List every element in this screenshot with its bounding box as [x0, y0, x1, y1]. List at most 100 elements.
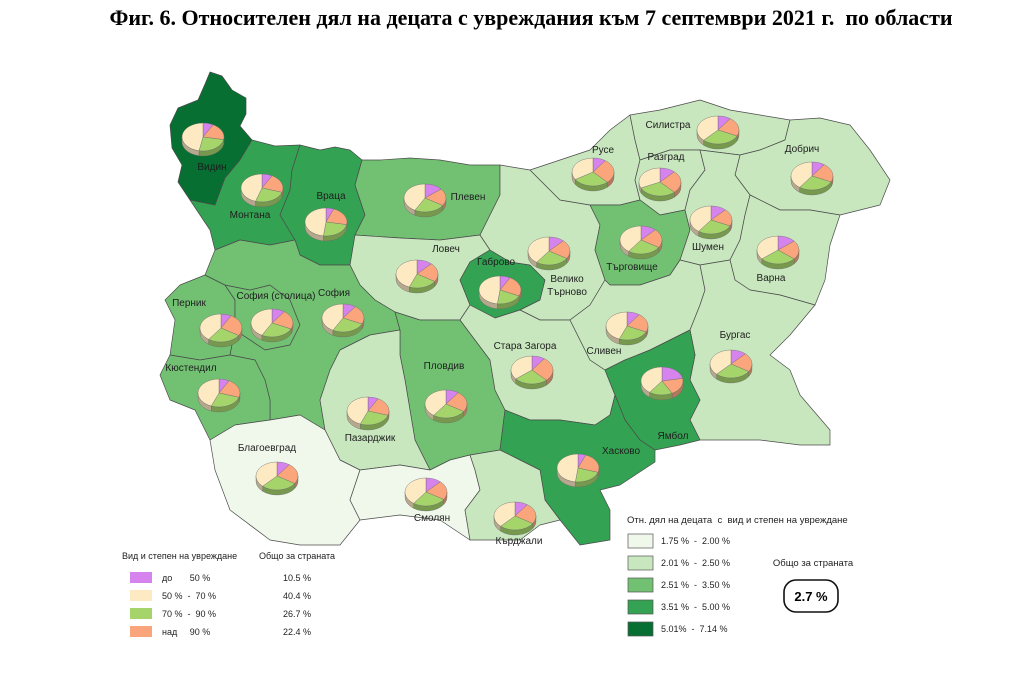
region-label-sofia-province: София	[318, 287, 350, 299]
region-label-targovishte: Търговище	[606, 262, 658, 273]
region-label-pleven: Плевен	[451, 192, 486, 203]
disability-legend-total-heading: Общо за страната	[259, 551, 335, 561]
share-label-class-5: 5.01% - 7.14 %	[661, 624, 728, 634]
region-label-haskovo: Хасково	[602, 446, 640, 457]
share-label-class-3: 2.51 % - 3.50 %	[661, 580, 730, 590]
pie-slice-lovech-50-70	[395, 259, 418, 288]
pie-chart-ruse	[571, 157, 615, 192]
pie-slice-vratsa-70-90	[323, 221, 347, 237]
legend-swatch-70-90	[130, 608, 152, 619]
pie-chart-yambol	[640, 366, 684, 401]
share-label-class-2: 2.01 % - 2.50 %	[661, 558, 730, 568]
pie-slice-smolyan-70-90	[413, 491, 445, 507]
pie-slice-montana-50-70	[240, 173, 263, 202]
pie-slice-sofia-province-50-70	[321, 303, 344, 331]
region-label-sliven: Сливен	[587, 346, 622, 357]
region-label-vidin: Видин	[197, 162, 226, 173]
pie-slice-ruse-50-70	[571, 157, 594, 180]
pie-slice-sofia-capital-50-70	[250, 308, 273, 336]
region-label-veliko-tarnovo: Велико Търново	[547, 274, 587, 298]
pie-slice-haskovo-over-90	[577, 454, 600, 473]
pie-chart-stara-zagora	[510, 355, 554, 390]
pie-slice-kardzhali-50-70	[493, 501, 516, 527]
pie-slice-pazardzhik-70-90	[359, 410, 389, 426]
pie-chart-vidin	[181, 122, 225, 157]
pie-slice-stara-zagora-50-70	[510, 355, 533, 380]
pie-slice-plovdiv-70-90	[433, 403, 465, 419]
pie-slice-blagoevgrad-70-90	[262, 475, 296, 491]
pie-slice-sliven-50-70	[605, 311, 628, 340]
pie-chart-sofia-province	[321, 303, 365, 338]
region-label-lovech: Ловеч	[432, 244, 460, 255]
legend-label-over-90: над 90 %	[162, 627, 210, 637]
pie-slice-pazardzhik-50-70	[346, 396, 369, 425]
pie-slice-ruse-over-90	[592, 160, 615, 183]
pie-chart-pazardzhik	[346, 396, 390, 431]
pie-slice-pernik-70-90	[208, 327, 240, 343]
legend-label-70-90: 70 % - 90 %	[162, 609, 216, 619]
pie-chart-pernik	[199, 313, 243, 348]
region-label-kyustendil: Кюстендил	[165, 363, 216, 374]
pie-chart-sofia-capital	[250, 308, 294, 343]
pie-slice-dobrich-50-70	[790, 161, 813, 188]
pie-slice-vidin-50-70	[181, 122, 204, 151]
national-total-heading: Общо за страната	[773, 558, 854, 569]
pie-chart-plovdiv	[424, 389, 468, 424]
pie-chart-varna	[756, 235, 800, 270]
pie-slice-montana-70-90	[255, 187, 283, 203]
region-label-burgas: Бургас	[720, 330, 751, 341]
legend-swatch-up-to-50	[130, 572, 152, 583]
legend-swatch-50-70	[130, 590, 152, 601]
pie-slice-gabrovo-50-70	[478, 275, 501, 305]
pie-chart-dobrich	[790, 161, 834, 196]
pie-slice-vidin-70-90	[198, 136, 224, 152]
pie-slice-kyustendil-70-90	[210, 392, 240, 408]
region-kardzhali	[464, 449, 561, 541]
region-label-pernik: Перник	[172, 298, 206, 309]
share-swatch-class-3	[627, 577, 654, 593]
region-label-vratsa: Враца	[316, 191, 346, 202]
national-total: Общо за страната 2.7 %	[773, 558, 854, 613]
pie-slice-pernik-50-70	[199, 313, 222, 340]
pie-slice-gabrovo-over-90	[499, 277, 522, 297]
region-label-sofia-capital: София (столица)	[237, 290, 316, 302]
legend-total-over-90: 22.4 %	[283, 627, 311, 637]
region-label-silistra: Силистра	[646, 120, 691, 131]
region-label-gabrovo: Габрово	[477, 256, 515, 268]
region-label-blagoevgrad: Благоевград	[238, 443, 296, 454]
pie-slice-targovishte-50-70	[619, 225, 642, 252]
pie-slice-kyustendil-50-70	[197, 378, 220, 407]
pie-slice-blagoevgrad-over-90	[276, 464, 299, 484]
pie-chart-kyustendil	[197, 378, 241, 413]
region-label-dobrich: Добрич	[785, 143, 820, 155]
pie-slice-yambol-50-70	[640, 366, 663, 393]
pie-slice-burgas-50-70	[709, 349, 732, 375]
pie-slice-shumen-50-70	[689, 205, 712, 232]
legend-total-50-70: 40.4 %	[283, 591, 311, 601]
figure-title: Фиг. 6. Относителен дял на децата с увре…	[109, 5, 952, 30]
pie-slice-burgas-70-90	[716, 363, 750, 379]
pie-chart-shumen	[689, 205, 733, 240]
pie-chart-razgrad	[638, 167, 682, 202]
legend-swatch-over-90	[130, 626, 152, 637]
region-label-varna: Варна	[757, 273, 786, 284]
pie-chart-kardzhali	[493, 501, 537, 536]
pie-slice-kardzhali-over-90	[514, 504, 537, 524]
pie-slice-ruse-70-90	[574, 171, 608, 187]
share-label-class-1: 1.75 % - 2.00 %	[661, 536, 730, 546]
pie-chart-blagoevgrad	[255, 461, 299, 496]
disability-legend: Вид и степен на увреждане Общо за страна…	[122, 551, 335, 637]
legend-label-up-to-50: до 50 %	[162, 573, 210, 583]
pie-slice-veliko-tarnovo-50-70	[527, 236, 550, 263]
pie-chart-sliven	[605, 311, 649, 346]
pie-slice-razgrad-over-90	[659, 171, 682, 193]
pie-chart-montana	[240, 173, 284, 208]
pie-chart-vratsa	[304, 207, 348, 242]
pie-slice-blagoevgrad-50-70	[255, 461, 278, 487]
pie-slice-varna-50-70	[756, 235, 779, 260]
pie-slice-plovdiv-50-70	[424, 389, 447, 416]
legend-total-up-to-50: 10.5 %	[283, 573, 311, 583]
share-legend: Отн. дял на децата с вид и степен на увр…	[627, 515, 848, 637]
pie-slice-stara-zagora-over-90	[531, 358, 554, 381]
pie-chart-veliko-tarnovo	[527, 236, 571, 271]
